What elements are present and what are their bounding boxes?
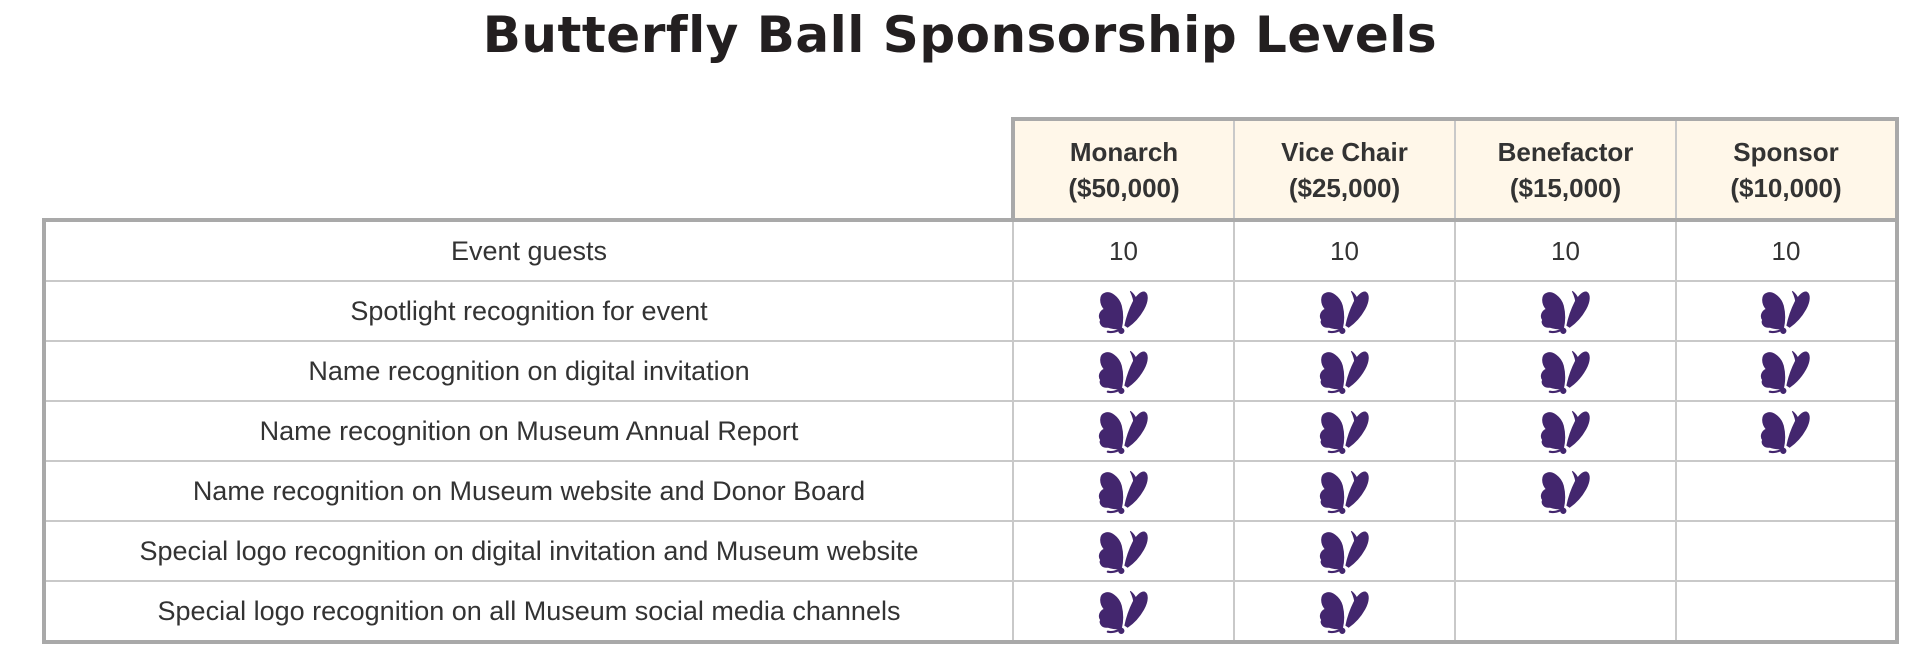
benefit-label: Spotlight recognition for event [42,280,1013,341]
butterfly-icon [1319,290,1369,334]
benefit-cell [1454,340,1676,401]
benefit-cell [1454,580,1676,644]
header-row: Monarch ($50,000) Vice Chair ($25,000) B… [44,117,1899,222]
butterfly-icon [1319,590,1369,634]
sponsorship-table-container: Monarch ($50,000) Vice Chair ($25,000) B… [42,117,1899,644]
butterfly-icon [1760,290,1810,334]
benefit-cell [1233,340,1455,401]
butterfly-icon [1760,410,1810,454]
table-body: Event guests 10 10 10 10 Spotlight recognitio… [42,218,1899,644]
benefit-label: Name recognition on Museum website and D… [42,460,1013,521]
level-name: Sponsor [1733,136,1839,167]
table-row: Name recognition on digital invitation [42,340,1899,401]
benefit-cell [1233,280,1455,341]
header-level-vice-chair: Vice Chair ($25,000) [1233,117,1455,222]
butterfly-icon [1540,410,1590,454]
level-name: Vice Chair [1281,136,1408,167]
benefit-cell [1233,460,1455,521]
benefit-cell [1454,520,1676,581]
benefit-cell [1454,280,1676,341]
table-row: Special logo recognition on digital invi… [42,520,1899,581]
benefit-cell [1012,580,1234,644]
benefit-cell [1454,460,1676,521]
table-row: Name recognition on Museum Annual Report [42,400,1899,461]
benefit-cell [1233,580,1455,644]
benefit-cell [1675,520,1899,581]
butterfly-icon [1540,350,1590,394]
butterfly-icon [1319,530,1369,574]
benefit-cell: 10 [1012,219,1234,281]
level-name: Benefactor [1497,136,1634,167]
butterfly-icon [1098,470,1148,514]
table-row: Name recognition on Museum website and D… [42,460,1899,521]
guest-count: 10 [1330,235,1359,266]
benefit-cell [1675,460,1899,521]
benefit-label: Special logo recognition on all Museum s… [42,580,1013,644]
benefit-cell [1012,340,1234,401]
butterfly-icon [1098,590,1148,634]
benefit-label: Event guests [42,218,1013,281]
benefit-cell: 10 [1454,219,1676,281]
butterfly-icon [1760,350,1810,394]
level-amount: ($15,000) [1509,172,1622,203]
benefit-label: Name recognition on digital invitation [42,340,1013,401]
guest-count: 10 [1109,235,1138,266]
benefit-cell [1675,340,1899,401]
level-name: Monarch [1069,136,1179,167]
table-row: Special logo recognition on all Museum s… [42,580,1899,644]
benefit-cell [1233,520,1455,581]
butterfly-icon [1098,290,1148,334]
butterfly-icon [1540,290,1590,334]
butterfly-icon [1319,410,1369,454]
benefit-cell [1012,520,1234,581]
benefit-cell [1012,280,1234,341]
header-level-monarch: Monarch ($50,000) [1011,117,1234,222]
table-row: Event guests 10 10 10 10 [42,218,1899,281]
benefit-cell: 10 [1233,219,1455,281]
level-amount: ($50,000) [1068,172,1180,203]
benefit-cell [1012,460,1234,521]
sponsorship-table: Monarch ($50,000) Vice Chair ($25,000) B… [42,117,1899,644]
benefit-cell: 10 [1675,219,1899,281]
header-level-benefactor: Benefactor ($15,000) [1454,117,1676,222]
benefit-cell [1233,400,1455,461]
benefit-cell [1675,280,1899,341]
table-row: Spotlight recognition for event [42,280,1899,341]
guest-count: 10 [1551,235,1580,266]
header-level-sponsor: Sponsor ($10,000) [1675,117,1899,222]
benefit-cell [1012,400,1234,461]
butterfly-icon [1540,470,1590,514]
header-blank-cell [44,119,1013,220]
butterfly-icon [1098,530,1148,574]
butterfly-icon [1098,350,1148,394]
page-title: Butterfly Ball Sponsorship Levels [482,6,1438,64]
butterfly-icon [1319,470,1369,514]
benefit-cell [1454,400,1676,461]
level-amount: ($25,000) [1288,172,1401,203]
butterfly-icon [1098,410,1148,454]
benefit-cell [1675,580,1899,644]
benefit-cell [1675,400,1899,461]
level-amount: ($10,000) [1730,172,1842,203]
benefit-label: Name recognition on Museum Annual Report [42,400,1013,461]
guest-count: 10 [1771,235,1801,266]
benefit-label: Special logo recognition on digital invi… [42,520,1013,581]
butterfly-icon [1319,350,1369,394]
